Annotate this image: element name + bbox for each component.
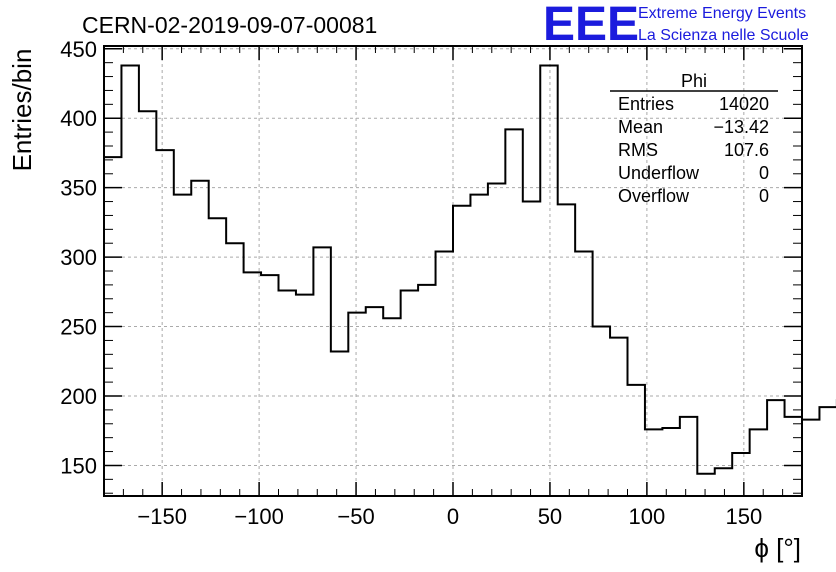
x-tick-label: 150: [725, 504, 762, 529]
eee-logo: EEE Extreme Energy Events La Scienza nel…: [543, 0, 809, 51]
stats-value-underflow: 0: [759, 163, 769, 183]
histogram-line: [104, 64, 836, 475]
tick-labels-layer: −150 −100 −50 0 50 100 150 150 200 250 300 350 400 45…: [60, 37, 762, 529]
stats-label-rms: RMS: [618, 140, 658, 160]
eee-logo-line1: Extreme Energy Events: [638, 5, 806, 22]
stats-box-title: Phi: [681, 71, 707, 91]
y-tick-label: 300: [60, 245, 97, 270]
ticks-layer: [104, 46, 802, 496]
eee-logo-line2: La Scienza nelle Scuole: [638, 27, 809, 44]
y-tick-label: 200: [60, 384, 97, 409]
x-tick-label: 100: [629, 504, 666, 529]
stats-value-entries: 14020: [719, 94, 769, 114]
stats-value-overflow: 0: [759, 186, 769, 206]
y-tick-label: 450: [60, 37, 97, 62]
eee-logo-mark: EEE: [543, 0, 639, 51]
stats-label-entries: Entries: [618, 94, 674, 114]
stats-value-rms: 107.6: [724, 140, 769, 160]
x-axis-label: ϕ [°]: [754, 533, 801, 563]
y-tick-label: 150: [60, 453, 97, 478]
y-tick-label: 250: [60, 315, 97, 340]
stats-label-underflow: Underflow: [618, 163, 700, 183]
x-tick-label: 50: [538, 504, 562, 529]
plot-frame: [103, 45, 803, 497]
stats-label-mean: Mean: [618, 117, 663, 137]
x-tick-label: −150: [137, 504, 187, 529]
y-tick-label: 350: [60, 176, 97, 201]
chart-title: CERN-02-2019-09-07-00081: [82, 12, 377, 38]
stats-box: Phi Entries 14020 Mean −13.42 RMS 107.6 …: [610, 71, 778, 206]
stats-label-overflow: Overflow: [618, 186, 690, 206]
x-tick-label: 0: [447, 504, 459, 529]
stats-value-mean: −13.42: [713, 117, 769, 137]
y-tick-label: 400: [60, 106, 97, 131]
x-tick-label: −50: [337, 504, 374, 529]
x-tick-label: −100: [234, 504, 284, 529]
y-axis-label: Entries/bin: [7, 49, 37, 172]
